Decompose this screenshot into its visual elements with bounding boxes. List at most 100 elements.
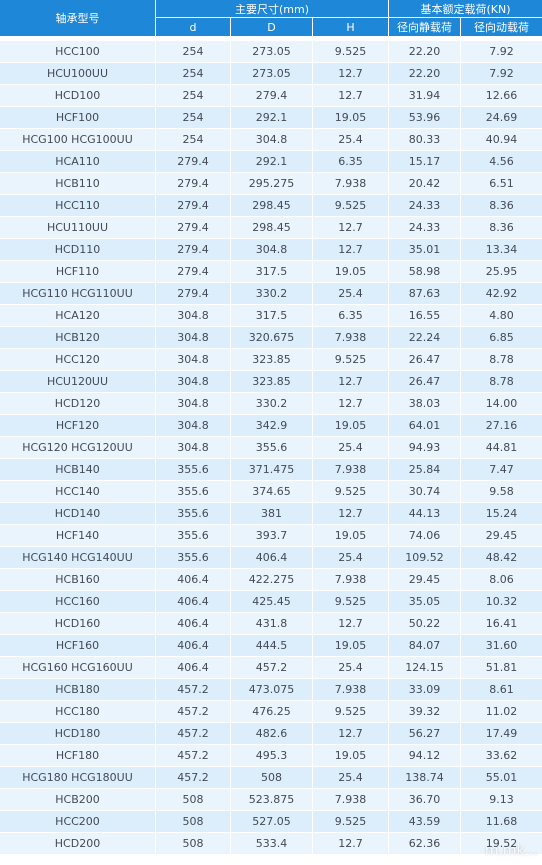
cell-model: HCB140 [0,459,156,481]
table-row: HCG110 HCG110UU 279.4 330.2 25.4 87.63 42.92 [0,283,542,305]
table-row: HCU110UU 279.4 298.45 12.7 24.33 8.36 [0,217,542,239]
cell-D: 527.05 [231,811,313,833]
cell-d: 355.6 [156,481,231,503]
cell-model: HCB180 [0,679,156,701]
cell-H: 7.938 [313,327,390,349]
cell-model: HCC120 [0,349,156,371]
cell-H: 9.525 [313,811,390,833]
cell-D: 355.6 [231,437,313,459]
cell-d: 355.6 [156,547,231,569]
table-row: HCD160 406.4 431.8 12.7 50.22 16.41 [0,613,542,635]
cell-H: 9.525 [313,195,390,217]
cell-H: 25.4 [313,657,390,679]
cell-static-load: 26.47 [389,371,462,393]
cell-d: 304.8 [156,349,231,371]
header-static-load: 径向静载荷 [389,18,462,37]
cell-H: 19.05 [313,107,390,129]
cell-H: 12.7 [313,833,390,855]
cell-model: HCA110 [0,151,156,173]
cell-H: 7.938 [313,173,390,195]
cell-static-load: 15.17 [389,151,462,173]
cell-d: 406.4 [156,657,231,679]
cell-H: 6.35 [313,151,390,173]
cell-d: 406.4 [156,635,231,657]
cell-D: 317.5 [231,305,313,327]
cell-dynamic-load: 51.81 [461,657,542,679]
cell-static-load: 16.55 [389,305,462,327]
cell-D: 495.3 [231,745,313,767]
cell-H: 12.7 [313,239,390,261]
cell-dynamic-load: 8.78 [461,349,542,371]
cell-model: HCD110 [0,239,156,261]
cell-dynamic-load: 15.24 [461,503,542,525]
cell-d: 304.8 [156,305,231,327]
cell-dynamic-load: 8.06 [461,569,542,591]
cell-model: HCD100 [0,85,156,107]
cell-static-load: 22.20 [389,63,462,85]
cell-D: 304.8 [231,129,313,151]
cell-model: HCC160 [0,591,156,613]
cell-static-load: 87.63 [389,283,462,305]
cell-model: HCU100UU [0,63,156,85]
cell-static-load: 31.94 [389,85,462,107]
table-row: HCD140 355.6 381 12.7 44.13 15.24 [0,503,542,525]
cell-static-load: 56.27 [389,723,462,745]
cell-dynamic-load: 19.52 [461,833,542,855]
cell-d: 254 [156,85,231,107]
cell-H: 19.05 [313,635,390,657]
cell-model: HCD200 [0,833,156,855]
cell-static-load: 74.06 [389,525,462,547]
cell-static-load: 22.20 [389,41,462,63]
cell-H: 12.7 [313,613,390,635]
cell-d: 457.2 [156,701,231,723]
table-row: HCG180 HCG180UU 457.2 508 25.4 138.74 55.01 [0,767,542,789]
cell-dynamic-load: 4.80 [461,305,542,327]
cell-D: 292.1 [231,151,313,173]
cell-d: 304.8 [156,393,231,415]
cell-d: 279.4 [156,261,231,283]
cell-static-load: 124.15 [389,657,462,679]
cell-d: 279.4 [156,173,231,195]
cell-dynamic-load: 4.56 [461,151,542,173]
cell-H: 19.05 [313,745,390,767]
cell-H: 9.525 [313,591,390,613]
cell-dynamic-load: 13.34 [461,239,542,261]
cell-model: HCG180 HCG180UU [0,767,156,789]
cell-H: 25.4 [313,547,390,569]
table-row: HCF110 279.4 317.5 19.05 58.98 25.95 [0,261,542,283]
cell-model: HCG100 HCG100UU [0,129,156,151]
cell-d: 254 [156,41,231,63]
cell-d: 508 [156,833,231,855]
cell-d: 279.4 [156,217,231,239]
cell-d: 304.8 [156,371,231,393]
cell-D: 320.675 [231,327,313,349]
cell-H: 12.7 [313,217,390,239]
cell-static-load: 58.98 [389,261,462,283]
cell-model: HCB120 [0,327,156,349]
cell-H: 12.7 [313,371,390,393]
cell-d: 279.4 [156,195,231,217]
cell-dynamic-load: 24.69 [461,107,542,129]
cell-H: 19.05 [313,525,390,547]
cell-static-load: 43.59 [389,811,462,833]
cell-dynamic-load: 7.92 [461,41,542,63]
cell-dynamic-load: 8.78 [461,371,542,393]
cell-d: 406.4 [156,569,231,591]
cell-dynamic-load: 9.58 [461,481,542,503]
cell-d: 254 [156,107,231,129]
table-row: HCF100 254 292.1 19.05 53.96 24.69 [0,107,542,129]
table-row: HCD100 254 279.4 12.7 31.94 12.66 [0,85,542,107]
table-row: HCC200 508 527.05 9.525 43.59 11.68 [0,811,542,833]
header-model: 轴承型号 [0,0,156,37]
cell-static-load: 20.42 [389,173,462,195]
table-row: HCD180 457.2 482.6 12.7 56.27 17.49 [0,723,542,745]
cell-H: 25.4 [313,129,390,151]
table-row: HCD120 304.8 330.2 12.7 38.03 14.00 [0,393,542,415]
cell-D: 323.85 [231,349,313,371]
header-d: d [156,18,231,37]
cell-d: 508 [156,811,231,833]
cell-d: 406.4 [156,591,231,613]
cell-dynamic-load: 31.60 [461,635,542,657]
cell-D: 292.1 [231,107,313,129]
